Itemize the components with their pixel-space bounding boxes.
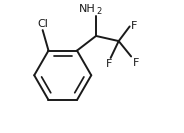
Text: F: F xyxy=(131,21,137,31)
Text: 2: 2 xyxy=(97,7,102,16)
Text: F: F xyxy=(133,58,139,68)
Text: F: F xyxy=(106,59,112,69)
Text: Cl: Cl xyxy=(37,19,48,29)
Text: NH: NH xyxy=(79,4,95,14)
